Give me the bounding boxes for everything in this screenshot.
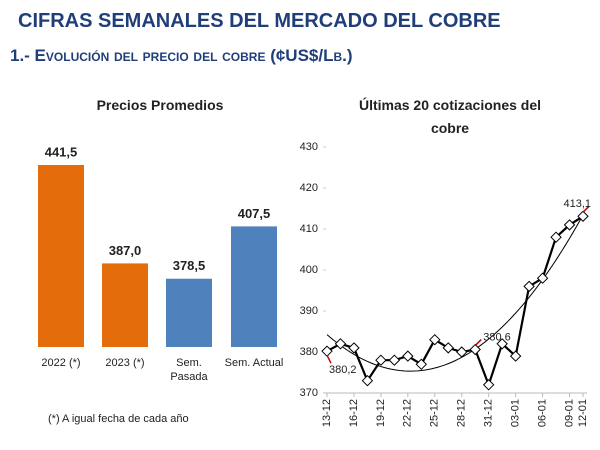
- value-label: 407,5: [238, 206, 271, 221]
- y-tick-label: 380: [300, 346, 318, 358]
- page-subtitle: 1.- Evolución del precio del cobre (¢US$…: [10, 46, 353, 65]
- value-label: 378,5: [173, 258, 206, 273]
- x-tick-label: 2022 (*): [41, 357, 81, 369]
- point-marker: [550, 231, 562, 243]
- point-marker: [523, 280, 535, 293]
- chart-title: Últimas 20 cotizaciones del cobre: [358, 97, 542, 136]
- point-marker: [361, 374, 374, 387]
- label-pointer: [474, 339, 482, 347]
- x-tick-label: 22-12: [402, 399, 414, 427]
- value-label: 380,6: [483, 331, 511, 343]
- point-marker: [388, 354, 401, 366]
- point-marker: [402, 350, 414, 362]
- x-tick-label: 12-01: [577, 399, 589, 427]
- bar: [166, 278, 212, 347]
- value-label: 387,0: [109, 243, 142, 258]
- point-marker: [469, 343, 481, 356]
- x-tick-label: Sem. Pasada: [170, 357, 208, 383]
- point-marker: [509, 350, 522, 362]
- footnote: (*) A igual fecha de cada año: [48, 413, 189, 425]
- x-tick-label: 16-12: [348, 399, 360, 427]
- point-marker: [563, 219, 576, 231]
- value-label: 413,1: [563, 198, 591, 210]
- x-tick-label: 13-12: [321, 399, 333, 427]
- bar: [38, 165, 84, 347]
- point-marker: [482, 379, 495, 391]
- point-marker: [577, 210, 589, 222]
- y-tick-label: 400: [300, 264, 318, 276]
- point-marker: [456, 346, 468, 358]
- x-tick-label: 31-12: [483, 399, 495, 427]
- point-marker: [429, 333, 441, 346]
- y-tick-label: 410: [300, 223, 318, 235]
- y-tick-label: 430: [300, 141, 318, 153]
- x-tick-label: 03-01: [510, 399, 522, 427]
- point-marker: [496, 338, 508, 350]
- chart-title: Precios Promedios: [96, 97, 224, 113]
- x-tick-label: 09-01: [563, 399, 575, 427]
- point-marker: [536, 272, 549, 284]
- value-label: 441,5: [45, 144, 78, 159]
- point-marker: [334, 338, 347, 350]
- label-pointer: [326, 354, 332, 364]
- point-marker: [442, 342, 454, 354]
- y-tick-label: 420: [300, 182, 318, 194]
- bar: [231, 226, 277, 347]
- value-label: 380,2: [329, 364, 357, 376]
- x-tick-label: 06-01: [536, 399, 548, 427]
- point-marker: [348, 342, 360, 354]
- price-line: [326, 215, 584, 389]
- x-tick-label: 28-12: [456, 399, 468, 427]
- x-tick-label: 25-12: [429, 399, 441, 427]
- label-pointer: [582, 205, 590, 213]
- bar: [102, 263, 148, 347]
- x-tick-label: 2023 (*): [105, 357, 145, 369]
- point-marker: [415, 358, 428, 371]
- y-tick-label: 370: [300, 387, 318, 399]
- trend-line: [326, 214, 584, 372]
- point-marker: [321, 345, 333, 357]
- x-tick-label: 19-12: [375, 399, 387, 427]
- x-tick-label: Sem. Actual: [224, 357, 284, 369]
- page-title: CIFRAS SEMANALES DEL MERCADO DEL COBRE: [18, 10, 501, 32]
- point-marker: [375, 354, 387, 366]
- y-tick-label: 390: [300, 305, 318, 317]
